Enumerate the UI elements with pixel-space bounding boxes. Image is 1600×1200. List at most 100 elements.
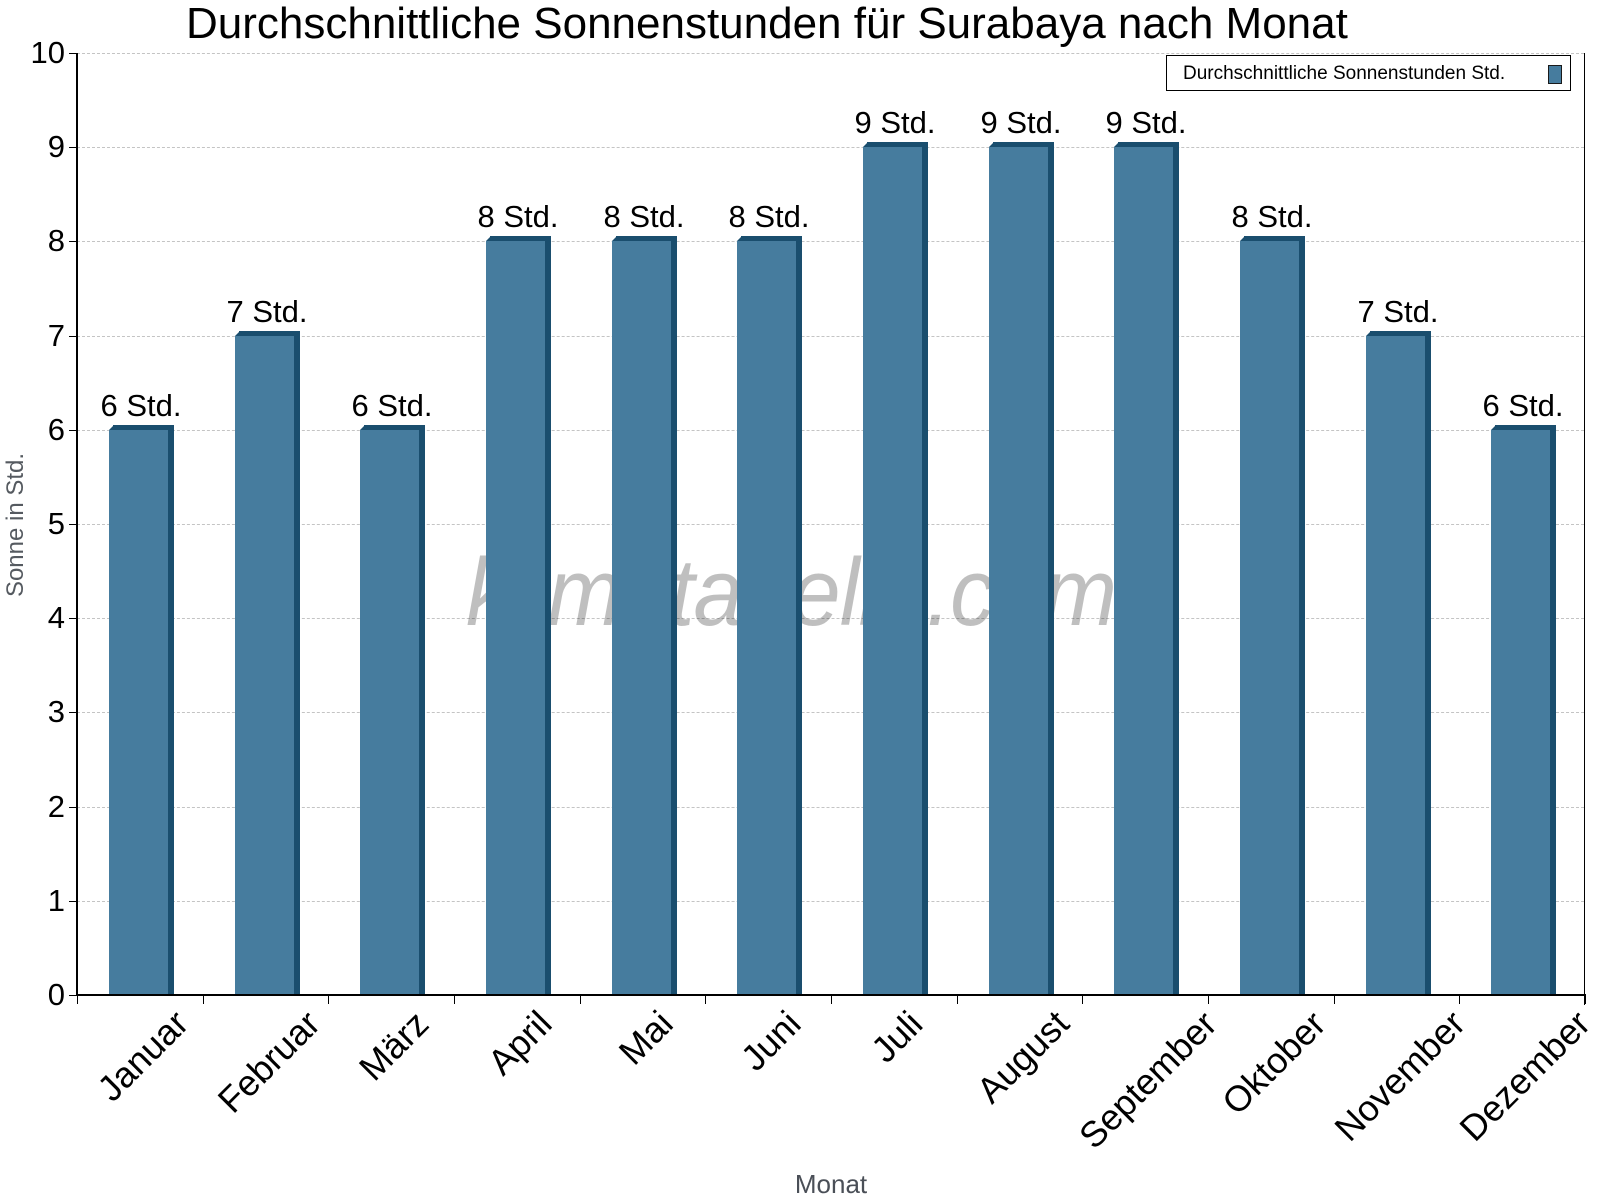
bar-top: [239, 331, 300, 336]
x-tick-label: September: [1071, 1002, 1225, 1157]
y-tick-label: 8: [47, 223, 65, 258]
bar-top: [616, 236, 677, 241]
bar-front: [109, 430, 168, 995]
bar-front: [1366, 336, 1425, 995]
bar-september: [1114, 142, 1179, 995]
x-tick-mark: [203, 995, 204, 1004]
x-tick-mark: [1334, 995, 1335, 1004]
bar-top-notch: [1240, 236, 1245, 241]
x-tick-label: März: [351, 1002, 437, 1089]
bar-side: [922, 147, 928, 995]
legend: Durchschnittliche Sonnenstunden Std.: [1166, 55, 1571, 91]
x-tick-mark: [77, 995, 78, 1004]
bar-mai: [612, 236, 677, 995]
y-tick-label: 0: [47, 977, 65, 1012]
chart-title-text: Durchschnittliche Sonnenstunden für Sura…: [186, 0, 1348, 48]
bar-juni: [737, 236, 802, 995]
bar-dezember: [1491, 425, 1556, 995]
bar-top: [1244, 236, 1305, 241]
bar-top-notch: [989, 142, 994, 147]
bar-top-notch: [360, 425, 365, 430]
x-tick-label: Februar: [209, 1002, 328, 1121]
bar-front: [360, 430, 419, 995]
legend-label: Durchschnittliche Sonnenstunden Std.: [1183, 63, 1506, 84]
bar-side: [545, 241, 551, 995]
data-label: 9 Std.: [854, 105, 936, 140]
bar-märz: [360, 425, 425, 995]
data-label: 8 Std.: [477, 199, 559, 234]
x-tick-mark: [454, 995, 455, 1004]
bar-side: [671, 241, 677, 995]
bar-top: [1495, 425, 1556, 430]
data-label: 9 Std.: [980, 105, 1062, 140]
y-tick-label: 7: [47, 318, 65, 353]
data-label: 8 Std.: [728, 199, 810, 234]
bar-top-notch: [486, 236, 491, 241]
y-tick-label: 3: [47, 694, 65, 729]
y-tick-label: 10: [30, 35, 65, 70]
bar-side: [1048, 147, 1054, 995]
x-tick-mark: [957, 995, 958, 1004]
y-tick-mark: [69, 53, 77, 54]
x-tick-label: Dezember: [1451, 1002, 1599, 1149]
bar-front: [612, 241, 671, 995]
bar-front: [863, 147, 922, 995]
gridline: [77, 336, 1584, 337]
x-tick-mark: [1459, 995, 1460, 1004]
y-tick-mark: [69, 147, 77, 148]
y-tick-mark: [69, 524, 77, 525]
x-tick-label: November: [1326, 1002, 1473, 1149]
bar-top: [364, 425, 425, 430]
gridline: [77, 430, 1584, 431]
gridline: [77, 147, 1584, 148]
y-tick-mark: [69, 712, 77, 713]
data-label: 6 Std.: [1482, 388, 1564, 423]
bar-side: [1425, 336, 1431, 995]
bar-side: [1550, 430, 1556, 995]
x-tick-label: Oktober: [1213, 1002, 1334, 1123]
gridline: [77, 712, 1584, 713]
y-axis-line: [76, 53, 78, 996]
bar-side: [796, 241, 802, 995]
x-tick-mark: [1208, 995, 1209, 1004]
bar-top: [490, 236, 551, 241]
bar-april: [486, 236, 551, 995]
x-tick-mark: [1082, 995, 1083, 1004]
bar-top-notch: [235, 331, 240, 336]
y-tick-label: 1: [47, 883, 65, 918]
y-tick-mark: [69, 241, 77, 242]
y-tick-label: 2: [47, 789, 65, 824]
data-label: 6 Std.: [100, 388, 182, 423]
y-tick-mark: [69, 430, 77, 431]
bar-front: [737, 241, 796, 995]
y-tick-label: 4: [47, 600, 65, 635]
bar-top: [113, 425, 174, 430]
bar-top-notch: [109, 425, 114, 430]
bar-top-notch: [863, 142, 868, 147]
bar-top: [1118, 142, 1179, 147]
bar-top: [993, 142, 1054, 147]
bar-front: [1114, 147, 1173, 995]
bar-side: [419, 430, 425, 995]
x-tick-mark: [705, 995, 706, 1004]
plot-right-border: [1584, 53, 1585, 1005]
y-tick-label: 9: [47, 129, 65, 164]
data-label: 7 Std.: [226, 294, 308, 329]
bar-februar: [235, 331, 300, 995]
y-tick-label: 5: [47, 506, 65, 541]
bar-top-notch: [737, 236, 742, 241]
bar-side: [294, 336, 300, 995]
x-tick-label: Mai: [610, 1002, 681, 1073]
data-label: 8 Std.: [1231, 199, 1313, 234]
bar-top-notch: [612, 236, 617, 241]
y-tick-mark: [69, 901, 77, 902]
bar-front: [989, 147, 1048, 995]
bar-side: [1173, 147, 1179, 995]
bar-top: [1370, 331, 1431, 336]
bar-oktober: [1240, 236, 1305, 995]
x-tick-label: August: [968, 1002, 1077, 1111]
x-tick-mark: [1585, 995, 1586, 1004]
gridline: [77, 618, 1584, 619]
bar-januar: [109, 425, 174, 995]
bar-side: [1299, 241, 1305, 995]
